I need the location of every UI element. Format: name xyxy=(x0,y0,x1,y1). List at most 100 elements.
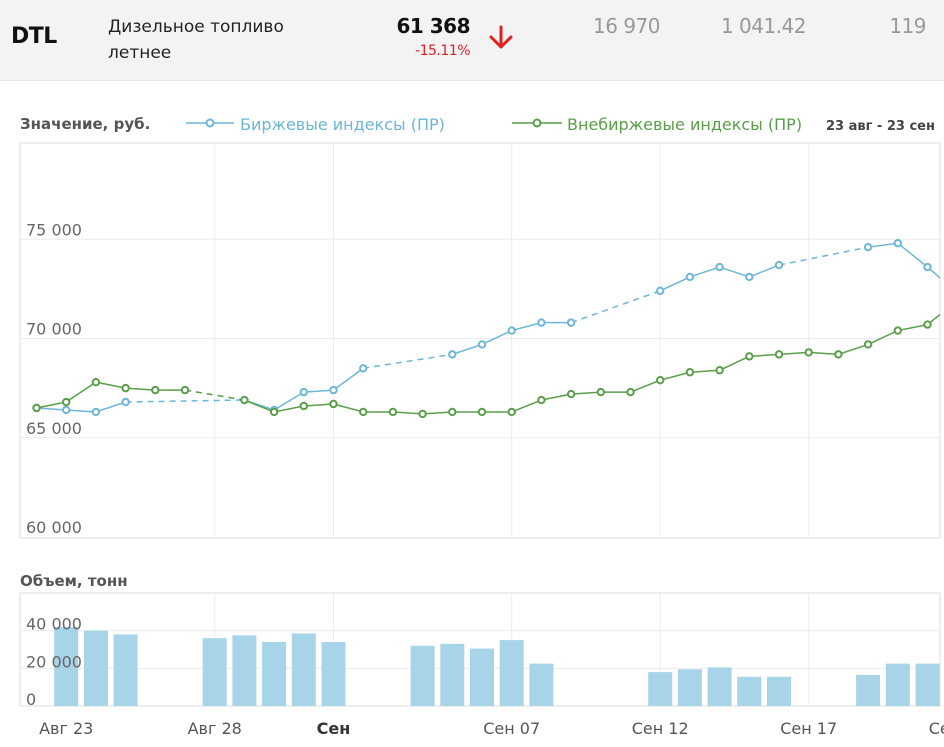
series-1-point[interactable] xyxy=(240,395,249,405)
series-1-point[interactable] xyxy=(32,403,41,413)
volume-y-tick-label: 20 000 xyxy=(26,652,82,671)
legend-marker-otc xyxy=(532,118,542,128)
series-0-segment xyxy=(273,391,305,411)
series-1-point[interactable] xyxy=(91,377,101,387)
series-0-point[interactable] xyxy=(448,350,457,359)
series-1-point[interactable] xyxy=(566,389,576,399)
series-0-segment xyxy=(333,367,364,391)
price-chart-title: Значение, руб. xyxy=(20,115,150,133)
series-0-point[interactable] xyxy=(656,286,665,296)
series-1-point[interactable] xyxy=(388,407,398,417)
series-0-point[interactable] xyxy=(863,242,873,252)
volume-bar[interactable] xyxy=(707,667,732,706)
series-1-point[interactable] xyxy=(151,385,160,395)
series-1-point[interactable] xyxy=(537,395,546,405)
series-0-segment xyxy=(363,353,453,370)
series-1-point[interactable] xyxy=(507,407,516,417)
volume-bar[interactable] xyxy=(202,638,227,706)
series-1-point[interactable] xyxy=(477,407,487,417)
series-0-segment xyxy=(125,399,245,403)
volume-bar[interactable] xyxy=(262,641,287,706)
series-1-point[interactable] xyxy=(715,366,724,375)
series-0-point[interactable] xyxy=(893,239,902,248)
series-1-point[interactable] xyxy=(656,375,665,385)
series-1-point[interactable] xyxy=(804,348,813,357)
volume-bar[interactable] xyxy=(410,645,435,706)
series-1-segment xyxy=(422,411,453,415)
series-0-point[interactable] xyxy=(91,407,101,417)
series-0-point[interactable] xyxy=(299,387,308,397)
volume-bar[interactable] xyxy=(648,672,673,706)
series-1-point[interactable] xyxy=(596,387,605,397)
series-1-segment xyxy=(660,371,691,381)
series-0-point[interactable] xyxy=(537,318,546,327)
volume-bar[interactable] xyxy=(677,669,702,706)
series-0-segment xyxy=(897,242,928,268)
volume-bar[interactable] xyxy=(54,626,79,706)
series-1-point[interactable] xyxy=(180,385,190,395)
price-y-tick-label: 60 000 xyxy=(26,518,82,537)
series-1-point[interactable] xyxy=(121,383,130,393)
volume-bar[interactable] xyxy=(737,676,762,706)
instrument-name-line2: летнее xyxy=(108,43,172,63)
series-0-point[interactable] xyxy=(566,318,576,327)
series-1-point[interactable] xyxy=(834,350,843,359)
series-0-point[interactable] xyxy=(774,260,784,270)
series-1-point[interactable] xyxy=(893,326,902,335)
volume-bar[interactable] xyxy=(440,643,465,706)
volume-bar[interactable] xyxy=(291,633,316,706)
series-1-point[interactable] xyxy=(774,350,784,359)
series-1-point[interactable] xyxy=(299,401,308,411)
volume-bar[interactable] xyxy=(885,663,910,706)
series-0-point[interactable] xyxy=(745,272,754,282)
series-1-point[interactable] xyxy=(448,407,457,417)
series-1-segment xyxy=(36,401,67,409)
legend-label-otc: Внебиржевые индексы (ПР) xyxy=(567,115,802,134)
series-1-point[interactable] xyxy=(61,397,71,407)
stat-amount-value: 1 041.42 xyxy=(720,14,807,38)
series-1-point[interactable] xyxy=(923,320,932,329)
series-1-point[interactable] xyxy=(418,409,427,419)
series-1-segment xyxy=(303,403,334,407)
series-0-point[interactable] xyxy=(359,364,368,373)
arrow-down-icon xyxy=(489,25,513,49)
series-1-point[interactable] xyxy=(685,368,695,377)
volume-bar[interactable] xyxy=(113,634,138,706)
series-1-point[interactable] xyxy=(269,407,279,417)
series-0-point[interactable] xyxy=(507,326,516,335)
series-1-point[interactable] xyxy=(626,387,635,397)
series-1-segment xyxy=(511,399,542,413)
series-0-point[interactable] xyxy=(715,262,724,272)
series-0-point[interactable] xyxy=(61,405,71,415)
series-1-point[interactable] xyxy=(745,352,754,361)
series-0-segment xyxy=(452,343,483,356)
volume-bar[interactable] xyxy=(767,676,791,706)
volume-bar[interactable] xyxy=(856,674,881,706)
series-0-segment xyxy=(868,242,898,248)
series-1-segment xyxy=(333,403,364,413)
series-0-point[interactable] xyxy=(121,397,130,407)
series-1-point[interactable] xyxy=(359,407,368,417)
volume-bar[interactable] xyxy=(83,630,108,706)
ticker-symbol[interactable]: DTL xyxy=(11,24,57,49)
series-1-segment xyxy=(749,353,780,358)
series-0-segment xyxy=(778,246,869,266)
volume-bar[interactable] xyxy=(232,635,257,706)
series-1-segment xyxy=(273,405,304,413)
legend-marker-exchange xyxy=(205,118,215,128)
volume-bar[interactable] xyxy=(915,663,940,706)
price-y-tick-label: 75 000 xyxy=(26,220,82,239)
series-0-point[interactable] xyxy=(477,340,487,349)
x-tick-label: Сен 12 xyxy=(632,719,689,738)
volume-bar[interactable] xyxy=(470,648,494,706)
volume-bar[interactable] xyxy=(321,641,346,706)
series-0-point[interactable] xyxy=(685,272,695,282)
series-0-point[interactable] xyxy=(923,262,932,272)
legend-label-exchange: Биржевые индексы (ПР) xyxy=(240,115,445,134)
series-1-point[interactable] xyxy=(329,399,338,409)
volume-bar[interactable] xyxy=(529,663,554,706)
series-0-point[interactable] xyxy=(329,385,338,395)
series-1-point[interactable] xyxy=(863,340,873,349)
volume-bar[interactable] xyxy=(499,640,524,706)
